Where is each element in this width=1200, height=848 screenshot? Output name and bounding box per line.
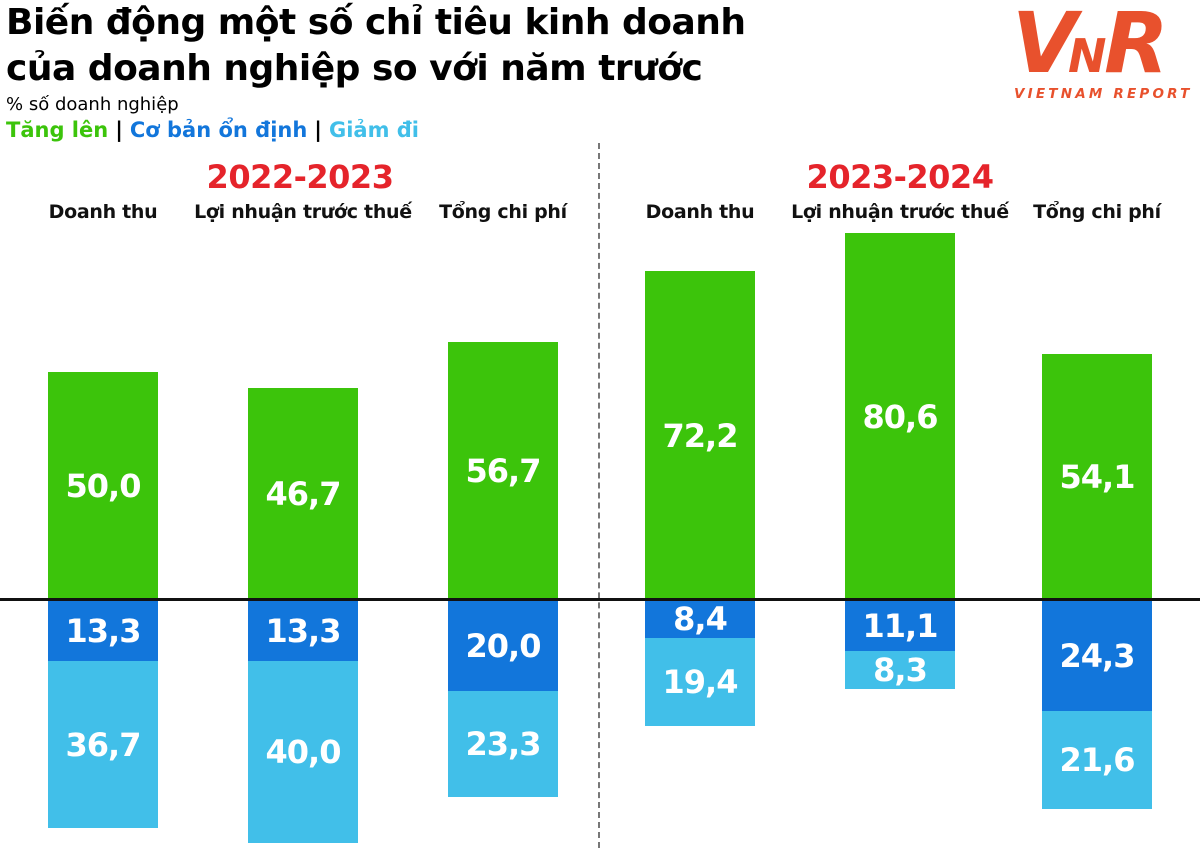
legend-item-stable: Cơ bản ổn định: [129, 118, 308, 142]
category-label: Tổng chi phí: [439, 201, 567, 223]
bar-value-label: 80,6: [862, 397, 939, 436]
category-label: Lợi nhuận trước thuế: [194, 201, 412, 223]
bar-value-label: 8,4: [673, 600, 728, 638]
bar-value-label: 40,0: [265, 733, 342, 771]
vietnam-report-logo: V N R VIETNAM REPORT: [1012, 2, 1193, 102]
bar-segment-increase: 50,0: [48, 372, 158, 600]
bar-value-label: 46,7: [265, 475, 342, 513]
bar-segment-stable: 13,3: [48, 600, 158, 661]
bar-segment-stable: 24,3: [1042, 600, 1152, 711]
bar-segment-decrease: 36,7: [48, 661, 158, 828]
period-header-2023-2024: 2023-2024: [806, 158, 994, 196]
bar-value-label: 8,3: [873, 651, 928, 689]
title-line-2: của doanh nghiệp so với năm trước: [6, 48, 703, 89]
legend-separator: |: [314, 118, 322, 142]
legend-separator: |: [115, 118, 123, 142]
bar-value-label: 21,6: [1059, 741, 1136, 779]
logo-letter-r: R: [1104, 2, 1169, 92]
bar-segment-stable: 20,0: [448, 600, 558, 691]
bar-segment-decrease: 23,3: [448, 691, 558, 797]
bar-segment-increase: 56,7: [448, 342, 558, 600]
category-label: Tổng chi phí: [1033, 201, 1161, 223]
category-label: Doanh thu: [48, 201, 158, 223]
bar-value-label: 72,2: [662, 416, 739, 455]
bar-segment-decrease: 19,4: [645, 638, 755, 726]
bar-segment-stable: 11,1: [845, 600, 955, 651]
bar-value-label: 20,0: [465, 626, 542, 665]
bar-value-label: 19,4: [662, 663, 739, 701]
zero-axis-line: [0, 598, 1200, 601]
bar-value-label: 13,3: [265, 611, 342, 650]
bar-value-label: 36,7: [65, 725, 142, 764]
logo-letter-v: V: [1012, 2, 1083, 92]
page-title: Biến động một số chỉ tiêu kinh doanh của…: [6, 0, 746, 92]
bar-value-label: 24,3: [1059, 636, 1136, 675]
category-label: Lợi nhuận trước thuế: [791, 201, 1009, 223]
bar-value-label: 23,3: [465, 725, 542, 763]
legend-item-decrease: Giảm đi: [328, 118, 419, 142]
bar-segment-decrease: 8,3: [845, 651, 955, 689]
bar-segment-decrease: 21,6: [1042, 711, 1152, 809]
bar-segment-increase: 72,2: [645, 271, 755, 600]
legend: Tăng lên | Cơ bản ổn định | Giảm đi: [6, 118, 419, 142]
bar-segment-increase: 80,6: [845, 233, 955, 600]
period-header-2022-2023: 2022-2023: [206, 158, 394, 196]
bar-value-label: 50,0: [65, 467, 142, 505]
bar-segment-increase: 46,7: [248, 388, 358, 600]
period-divider-dashed-line: [598, 143, 600, 848]
title-line-1: Biến động một số chỉ tiêu kinh doanh: [6, 2, 746, 43]
logo-caption: VIETNAM REPORT: [1014, 86, 1193, 102]
bar-segment-stable: 8,4: [645, 600, 755, 638]
bar-segment-stable: 13,3: [248, 600, 358, 661]
bar-value-label: 11,1: [862, 606, 939, 645]
axis-unit-label: % số doanh nghiệp: [6, 94, 179, 115]
logo-letter-n: N: [1068, 29, 1107, 83]
bar-value-label: 13,3: [65, 611, 142, 650]
category-label: Doanh thu: [645, 201, 755, 223]
bar-value-label: 54,1: [1059, 458, 1136, 496]
bar-segment-increase: 54,1: [1042, 354, 1152, 600]
bar-segment-decrease: 40,0: [248, 661, 358, 843]
bar-value-label: 56,7: [465, 452, 542, 490]
legend-item-increase: Tăng lên: [6, 118, 109, 142]
